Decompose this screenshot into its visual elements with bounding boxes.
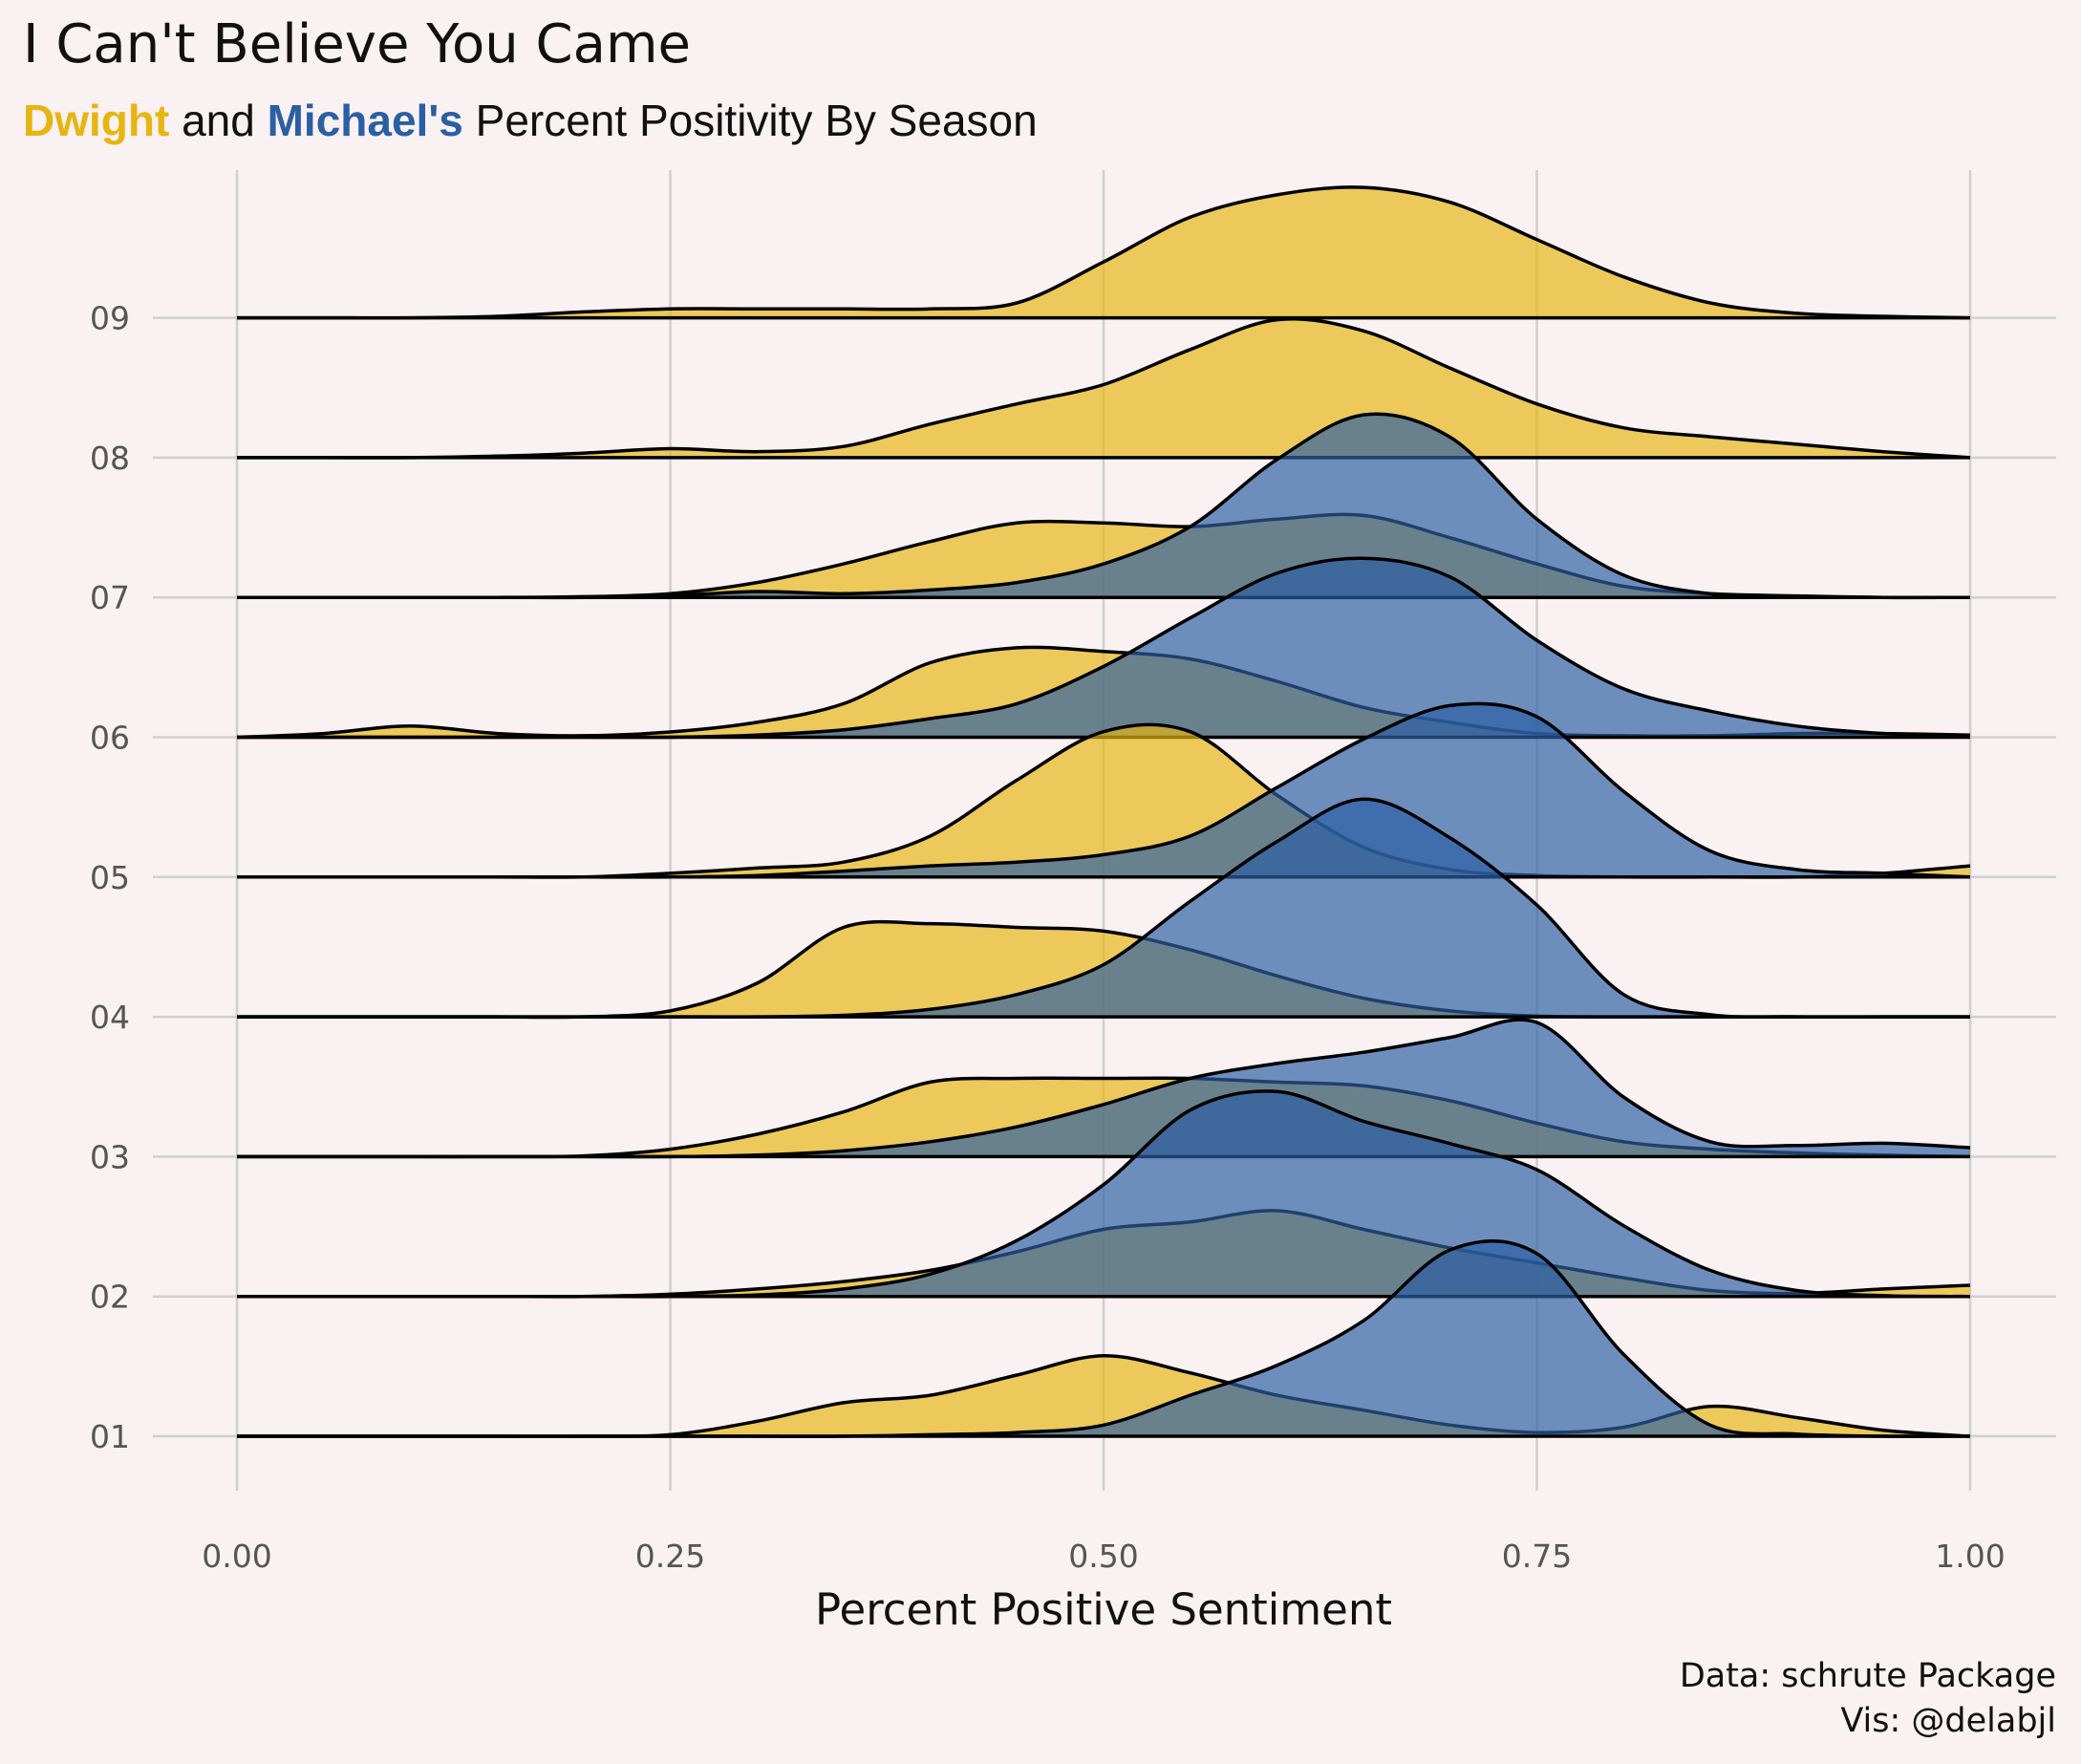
x-tick-label-4: 1.00 [1935, 1538, 2005, 1575]
ridge-area-michael-07 [237, 414, 1970, 598]
x-axis-ticks: 0.00 0.25 0.50 0.75 1.00 [202, 1538, 2005, 1575]
y-tick-label-08: 08 [90, 440, 130, 477]
ridge-area-dwight-05 [237, 724, 1970, 878]
y-tick-label-09: 09 [90, 300, 130, 337]
subtitle-dwight: Dwight [23, 96, 169, 145]
y-tick-label-05: 05 [90, 859, 130, 896]
ridge-area-dwight-09 [237, 186, 1970, 318]
caption-author: Vis: @delabjl [1840, 1702, 2056, 1740]
ridge-line-dwight-08 [237, 316, 1971, 460]
y-tick-label-04: 04 [90, 999, 130, 1036]
subtitle-rest: Percent Positivity By Season [463, 96, 1038, 145]
y-tick-label-07: 07 [90, 579, 130, 616]
y-tick-label-06: 06 [90, 720, 130, 757]
y-tick-label-03: 03 [90, 1138, 130, 1175]
ridge-line-dwight-09 [237, 185, 1971, 320]
ridge-area-michael-04 [237, 799, 1970, 1018]
x-axis-label: Percent Positive Sentiment [815, 1584, 1392, 1635]
chart-subtitle: Dwight and Michael's Percent Positivity … [23, 96, 1038, 145]
ridge-area-dwight-01 [237, 1355, 1970, 1437]
ridge-area-michael-01 [237, 1240, 1970, 1437]
x-tick-label-3: 0.75 [1502, 1538, 1572, 1575]
caption-data-source: Data: schrute Package [1680, 1657, 2056, 1695]
y-axis-ticks: 01 02 03 04 05 06 07 08 09 [90, 300, 130, 1455]
subtitle-michael: Michael's [268, 96, 463, 145]
chart-title: I Can't Believe You Came [23, 13, 691, 75]
ridge-area-michael-05 [237, 703, 1970, 877]
ridge-area-michael-03 [237, 1020, 1970, 1157]
ridge-area-michael-06 [237, 558, 1970, 738]
ridges [236, 185, 1971, 1438]
ridge-area-michael-02 [237, 1090, 1970, 1297]
x-tick-label-2: 0.50 [1068, 1538, 1138, 1575]
ridge-area-dwight-08 [237, 318, 1970, 459]
x-tick-label-1: 0.25 [635, 1538, 705, 1575]
x-tick-label-0: 0.00 [202, 1538, 271, 1575]
y-tick-label-01: 01 [90, 1418, 130, 1455]
subtitle-and: and [169, 96, 267, 145]
y-tick-label-02: 02 [90, 1279, 130, 1316]
